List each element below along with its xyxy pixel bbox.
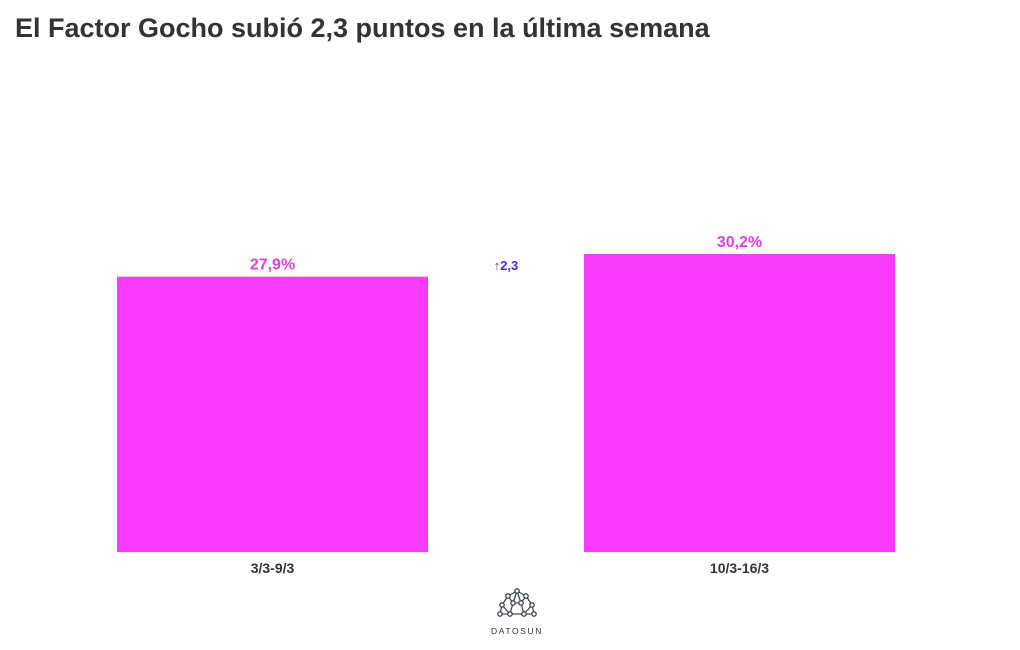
delta-annotation-group: ↑2,3 <box>494 258 519 273</box>
delta-annotation: ↑2,3 <box>494 258 519 273</box>
value-label-2: 30,2% <box>717 234 762 251</box>
bar-2 <box>584 254 895 552</box>
x-tick-label-2: 10/3-16/3 <box>710 560 769 576</box>
x-tick-label-1: 3/3-9/3 <box>251 560 295 576</box>
chart-title: El Factor Gocho subió 2,3 puntos en la ú… <box>15 13 710 43</box>
delta-value: 2,3 <box>500 258 518 273</box>
up-arrow-icon: ↑ <box>494 258 501 273</box>
bar-1 <box>117 276 428 552</box>
value-label-1: 27,9% <box>250 257 295 274</box>
logo-text: DATOSUN <box>491 626 543 636</box>
bars-group <box>117 254 895 552</box>
x-tick-labels-group: 3/3-9/3 10/3-16/3 <box>251 560 770 576</box>
network-nodes-icon <box>497 588 537 617</box>
datosun-logo: DATOSUN <box>480 588 554 636</box>
value-labels-group: 27,9% 30,2% <box>250 234 762 274</box>
